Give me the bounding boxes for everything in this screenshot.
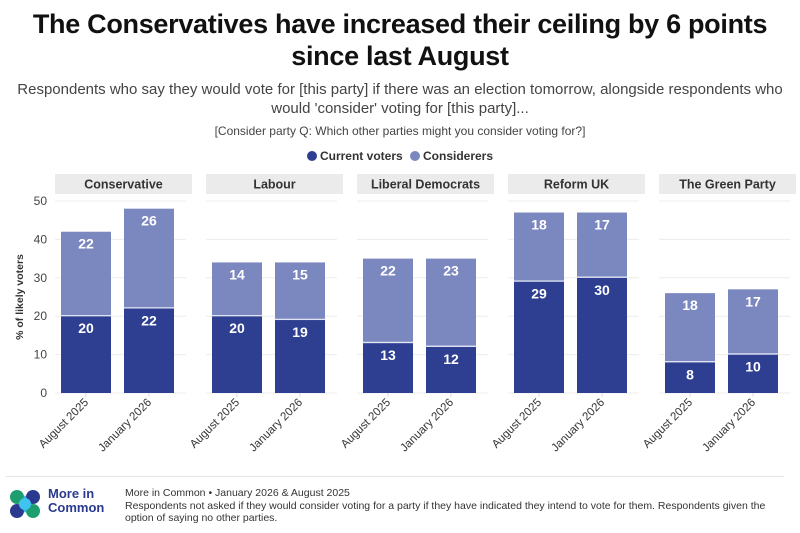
bar-considerers bbox=[212, 262, 262, 315]
legend-item-considerers: Considerers bbox=[410, 149, 493, 163]
legend-swatch-considerers bbox=[410, 151, 420, 161]
legend-label: Current voters bbox=[319, 149, 403, 163]
panel-header-background bbox=[659, 174, 796, 194]
bar-considerers bbox=[61, 231, 111, 315]
bar-considerers bbox=[728, 289, 778, 354]
y-tick-label: 30 bbox=[34, 271, 48, 285]
data-label-considerers: 26 bbox=[141, 213, 157, 229]
data-label-considerers: 22 bbox=[380, 263, 396, 279]
footer-divider bbox=[6, 476, 784, 477]
data-label-considerers: 23 bbox=[443, 263, 459, 279]
bar-considerers bbox=[665, 293, 715, 362]
data-label-current-voters: 30 bbox=[594, 282, 610, 298]
x-tick-label: August 2025 bbox=[641, 397, 695, 451]
logo-text: More in Common bbox=[48, 487, 104, 515]
source-line: More in Common • January 2026 & August 2… bbox=[125, 487, 350, 499]
panel-header-background bbox=[508, 174, 645, 194]
x-tick-label: August 2025 bbox=[37, 397, 91, 451]
legend-label: Considerers bbox=[423, 149, 494, 163]
x-tick-label: January 2026 bbox=[398, 397, 456, 455]
data-label-current-voters: 20 bbox=[78, 320, 94, 336]
bar-considerers bbox=[514, 212, 564, 281]
panel-header-liberal-democrats: Liberal Democrats bbox=[371, 178, 480, 192]
panel-header-background bbox=[357, 174, 494, 194]
data-label-current-voters: 29 bbox=[531, 286, 547, 302]
x-tick-label: August 2025 bbox=[490, 397, 544, 451]
faceted-stacked-bar-chart: % of likely voters 0 10 20 30 40 50 Conservativ… bbox=[14, 174, 796, 455]
bar-current-voters bbox=[728, 354, 778, 393]
data-label-considerers: 15 bbox=[292, 266, 308, 282]
data-label-current-voters: 20 bbox=[229, 320, 245, 336]
legend-swatch-current-voters bbox=[306, 151, 317, 161]
panel-header-background bbox=[206, 174, 343, 194]
data-label-current-voters: 10 bbox=[745, 359, 761, 375]
chart-subtitle: Respondents who say they would vote for … bbox=[17, 81, 783, 117]
bar-current-voters bbox=[212, 316, 262, 393]
bar-considerers bbox=[124, 208, 174, 308]
panel-header-reform-uk: Reform UK bbox=[544, 178, 609, 192]
bar-current-voters bbox=[363, 343, 413, 393]
bar-considerers bbox=[577, 212, 627, 277]
data-label-considerers: 22 bbox=[78, 236, 94, 252]
data-label-considerers: 18 bbox=[682, 297, 698, 313]
bar-current-voters bbox=[61, 316, 111, 393]
source-note: More in Common • January 2026 & August 2… bbox=[125, 487, 785, 525]
bar-current-voters bbox=[275, 320, 325, 393]
panel-header-labour: Labour bbox=[253, 178, 295, 192]
logo-text-line2: Common bbox=[48, 500, 105, 515]
data-label-considerers: 17 bbox=[745, 293, 761, 309]
logo-text-line1: More in bbox=[48, 486, 95, 501]
more-in-common-logo-icon bbox=[10, 490, 40, 518]
data-label-considerers: 17 bbox=[594, 217, 610, 233]
y-tick-label: 0 bbox=[40, 386, 47, 400]
x-tick-label: January 2026 bbox=[247, 397, 305, 455]
bar-considerers bbox=[275, 262, 325, 319]
data-label-considerers: 18 bbox=[531, 217, 547, 233]
y-tick-label: 40 bbox=[34, 232, 48, 246]
data-label-current-voters: 12 bbox=[443, 351, 459, 367]
panel-header-the-green-party: The Green Party bbox=[679, 178, 776, 192]
data-label-current-voters: 19 bbox=[292, 324, 308, 340]
bar-current-voters bbox=[577, 277, 627, 393]
question-note: [Consider party Q: Which other parties m… bbox=[214, 124, 586, 138]
bar-considerers bbox=[426, 258, 476, 346]
bar-current-voters bbox=[514, 281, 564, 393]
legend: Current voters Considerers bbox=[0, 149, 800, 164]
data-label-current-voters: 22 bbox=[141, 313, 157, 329]
y-tick-label: 10 bbox=[34, 348, 48, 362]
y-axis-label: % of likely voters bbox=[14, 254, 26, 340]
panel-header-conservative: Conservative bbox=[84, 178, 163, 192]
x-tick-label: August 2025 bbox=[339, 397, 393, 451]
bar-current-voters bbox=[665, 362, 715, 393]
panel-header-background bbox=[55, 174, 192, 194]
y-tick-label: 50 bbox=[34, 194, 48, 208]
legend-item-current-voters: Current voters bbox=[306, 149, 403, 163]
y-tick-label: 20 bbox=[34, 309, 48, 323]
data-label-current-voters: 8 bbox=[686, 366, 694, 382]
methodology-note: Respondents not asked if they would cons… bbox=[125, 499, 766, 525]
data-label-considerers: 14 bbox=[229, 266, 245, 282]
bar-current-voters bbox=[124, 308, 174, 393]
bar-current-voters bbox=[426, 346, 476, 393]
bar-considerers bbox=[363, 258, 413, 342]
x-tick-label: August 2025 bbox=[188, 397, 242, 451]
x-tick-label: January 2026 bbox=[700, 397, 758, 455]
data-label-current-voters: 13 bbox=[380, 347, 396, 363]
x-tick-label: January 2026 bbox=[96, 397, 154, 455]
chart-title: The Conservatives have increased their c… bbox=[32, 9, 768, 71]
x-tick-label: January 2026 bbox=[549, 397, 607, 455]
